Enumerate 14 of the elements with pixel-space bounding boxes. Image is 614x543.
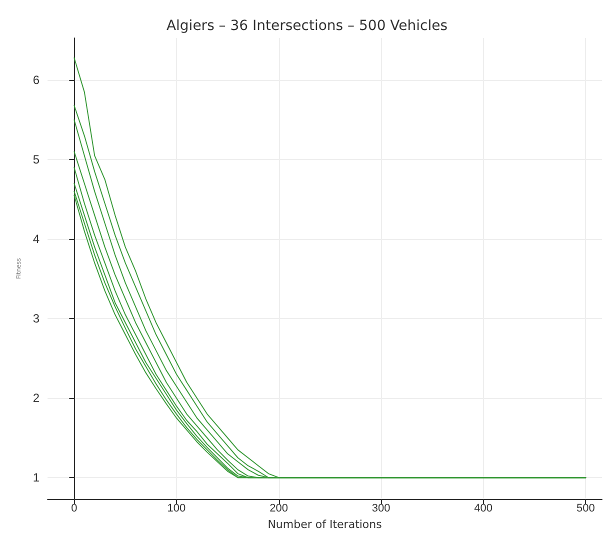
y-tick-label: 1 [32,470,40,485]
x-tick-label: 200 [270,502,288,515]
y-tick-label: 2 [32,391,40,406]
chart-title: Algiers – 36 Intersections – 500 Vehicles [166,18,448,34]
x-tick-label: 300 [372,502,390,515]
y-tick-label: 4 [32,232,40,246]
x-tick-label: 0 [71,502,78,515]
x-tick-label: 100 [167,502,186,515]
y-tick-label: 3 [32,312,40,326]
x-axis-title: Number of Iterations [268,518,382,531]
x-tick-label: 500 [576,502,595,515]
x-tick-label: 400 [474,502,493,515]
y-tick-label: 6 [32,73,40,88]
y-tick-label: 5 [32,152,40,167]
